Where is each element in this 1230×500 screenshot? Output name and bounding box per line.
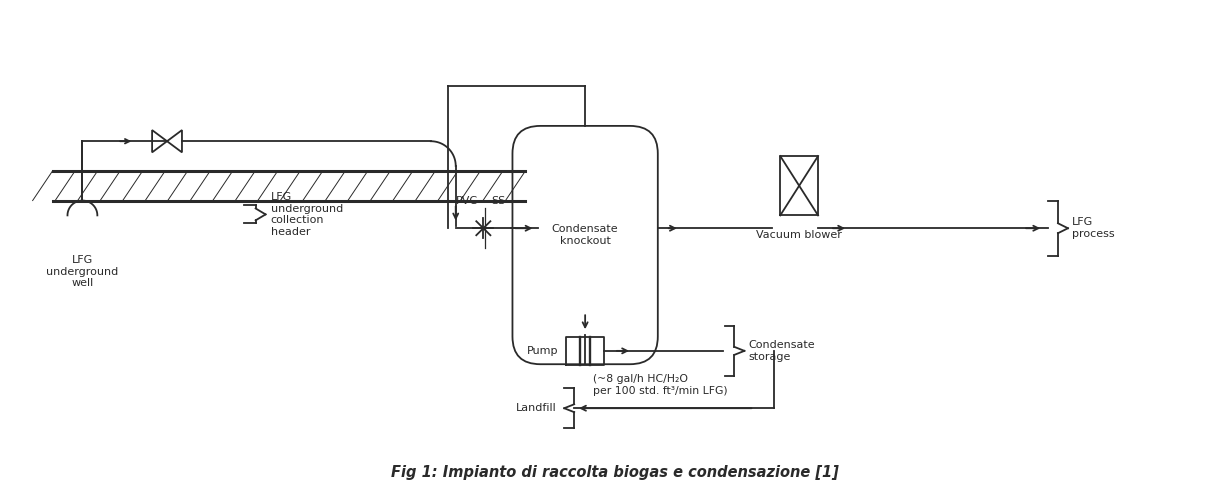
Text: Pump: Pump: [526, 346, 558, 356]
Text: SS: SS: [491, 196, 506, 206]
Text: Condensate
knockout: Condensate knockout: [552, 224, 619, 246]
Text: (~8 gal/h HC/H₂O
per 100 std. ft³/min LFG): (~8 gal/h HC/H₂O per 100 std. ft³/min LF…: [593, 374, 728, 396]
Text: Landfill: Landfill: [515, 403, 556, 413]
Text: Fig 1: Impianto di raccolta biogas e condensazione [1]: Fig 1: Impianto di raccolta biogas e con…: [391, 465, 839, 480]
Text: Condensate
storage: Condensate storage: [748, 340, 815, 361]
Text: LFG
underground
well: LFG underground well: [47, 255, 118, 288]
Text: LFG
underground
collection
header: LFG underground collection header: [271, 192, 343, 237]
Text: Vacuum blower: Vacuum blower: [756, 230, 843, 240]
Text: PVC: PVC: [456, 196, 478, 206]
Text: LFG
process: LFG process: [1071, 218, 1114, 239]
